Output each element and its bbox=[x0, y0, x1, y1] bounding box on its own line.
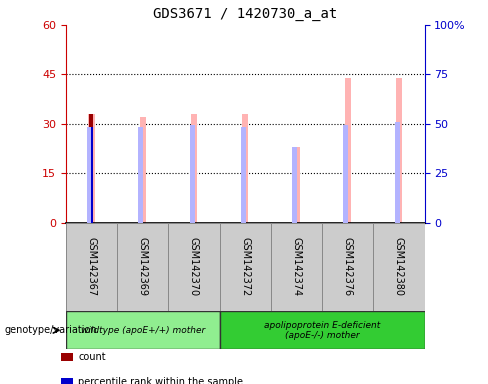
Text: wildtype (apoE+/+) mother: wildtype (apoE+/+) mother bbox=[81, 326, 205, 335]
Bar bbox=[88, 114, 95, 223]
Text: GSM142370: GSM142370 bbox=[189, 237, 199, 296]
Bar bbox=[242, 114, 248, 223]
Text: GSM142374: GSM142374 bbox=[291, 237, 302, 296]
Text: genotype/variation: genotype/variation bbox=[5, 325, 98, 335]
Title: GDS3671 / 1420730_a_at: GDS3671 / 1420730_a_at bbox=[153, 7, 337, 21]
Bar bbox=[88, 114, 93, 223]
Text: apolipoprotein E-deficient
(apoE-/-) mother: apolipoprotein E-deficient (apoE-/-) mot… bbox=[264, 321, 380, 340]
Bar bbox=[66, 311, 220, 349]
Text: GSM142367: GSM142367 bbox=[86, 237, 97, 296]
Text: GSM142380: GSM142380 bbox=[394, 237, 404, 296]
Text: percentile rank within the sample: percentile rank within the sample bbox=[78, 377, 243, 384]
Bar bbox=[322, 223, 373, 311]
Bar bbox=[138, 127, 143, 223]
Bar bbox=[292, 147, 297, 223]
Bar bbox=[87, 127, 92, 223]
Bar bbox=[189, 126, 195, 223]
Text: count: count bbox=[78, 352, 106, 362]
Bar bbox=[394, 122, 400, 223]
Bar bbox=[191, 114, 197, 223]
Bar bbox=[241, 127, 246, 223]
Bar bbox=[373, 223, 425, 311]
Bar bbox=[396, 78, 402, 223]
Bar bbox=[168, 223, 220, 311]
Bar bbox=[91, 127, 93, 223]
Bar bbox=[220, 223, 271, 311]
Text: GSM142376: GSM142376 bbox=[343, 237, 353, 296]
Bar bbox=[140, 117, 146, 223]
Bar bbox=[293, 147, 300, 223]
Bar bbox=[345, 78, 351, 223]
Bar bbox=[66, 223, 117, 311]
Text: GSM142369: GSM142369 bbox=[138, 237, 148, 296]
Bar bbox=[220, 311, 425, 349]
Bar bbox=[271, 223, 322, 311]
Bar bbox=[343, 126, 348, 223]
Text: GSM142372: GSM142372 bbox=[240, 237, 250, 296]
Bar bbox=[117, 223, 168, 311]
